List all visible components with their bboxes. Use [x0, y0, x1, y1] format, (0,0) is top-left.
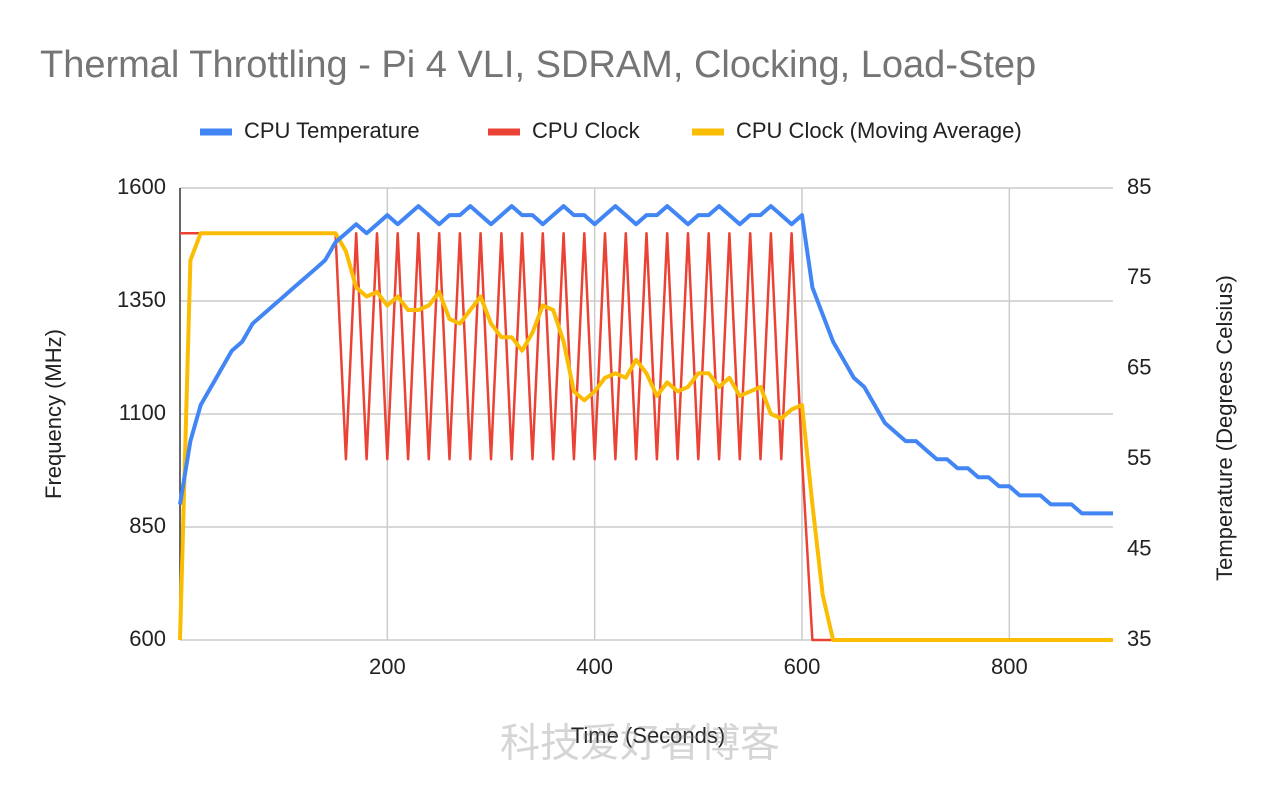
legend-label: CPU Clock (Moving Average) — [736, 118, 1022, 143]
x-tick-label: 200 — [369, 654, 406, 679]
y-tick-label: 600 — [129, 626, 166, 651]
legend-label: CPU Temperature — [244, 118, 420, 143]
x-tick-label: 600 — [784, 654, 821, 679]
y2-axis-label: Temperature (Degrees Celsius) — [1212, 275, 1237, 581]
y-axis-label: Frequency (MHz) — [41, 329, 66, 499]
y2-tick-label: 85 — [1127, 174, 1151, 199]
y-tick-label: 1350 — [117, 287, 166, 312]
x-tick-label: 800 — [991, 654, 1028, 679]
y-tick-label: 850 — [129, 513, 166, 538]
legend-label: CPU Clock — [532, 118, 641, 143]
chart-title: Thermal Throttling - Pi 4 VLI, SDRAM, Cl… — [40, 44, 1036, 86]
y2-tick-label: 65 — [1127, 355, 1151, 380]
series-line — [178, 231, 1113, 642]
y2-tick-label: 35 — [1127, 626, 1151, 651]
y-tick-label: 1100 — [119, 400, 166, 425]
x-tick-label: 400 — [576, 654, 613, 679]
series-line — [178, 204, 1113, 516]
watermark: 科技爱好者博客 — [500, 722, 780, 766]
y2-tick-label: 55 — [1127, 445, 1151, 470]
x-axis-label: Time (Seconds) — [571, 723, 725, 748]
y2-tick-label: 45 — [1127, 535, 1151, 560]
y-tick-label: 1600 — [117, 174, 166, 199]
y2-tick-label: 75 — [1127, 264, 1151, 289]
